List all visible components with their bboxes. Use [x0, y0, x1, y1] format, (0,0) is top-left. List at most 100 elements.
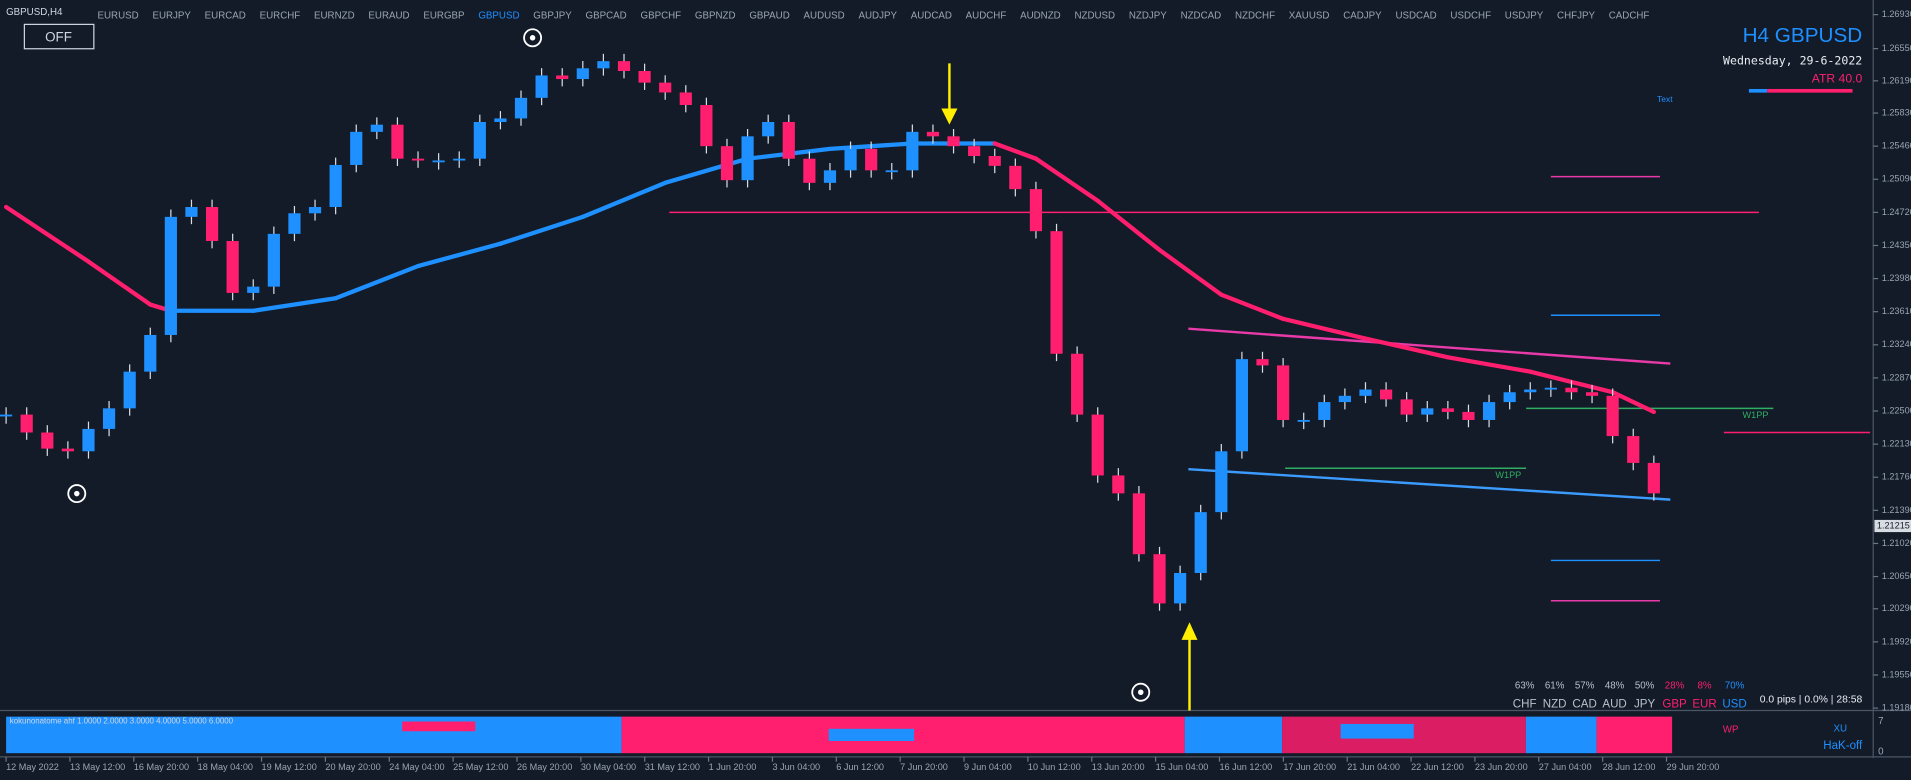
off-label[interactable]: OFF — [45, 29, 72, 44]
candle — [1277, 365, 1290, 420]
symbol-tab[interactable]: GBPNZD — [695, 10, 736, 21]
y-tick-label: 1.22870 — [1882, 372, 1911, 382]
symbol-tab[interactable]: CADCHF — [1609, 10, 1650, 21]
candle — [1482, 402, 1496, 420]
y-tick-label: 1.25830 — [1882, 107, 1911, 117]
symbol-tab[interactable]: AUDNZD — [1020, 10, 1061, 21]
candle — [1050, 231, 1063, 354]
strength-percent: 50% — [1635, 681, 1655, 692]
arrows — [941, 63, 1198, 711]
symbol-tab[interactable]: EURCHF — [260, 10, 301, 21]
x-tick-label: 28 Jun 12:00 — [1603, 762, 1656, 772]
candle — [247, 286, 260, 293]
candle — [823, 170, 837, 183]
symbol-tab[interactable]: EURUSD — [98, 10, 139, 21]
x-tick-label: 1 Jun 20:00 — [709, 762, 757, 772]
candle — [453, 158, 466, 161]
candle — [1256, 359, 1269, 366]
y-tick-label: 1.25090 — [1882, 174, 1911, 184]
candle — [41, 432, 54, 449]
text-label: Text — [1657, 94, 1673, 104]
symbol-tab[interactable]: AUDJPY — [858, 10, 897, 21]
symbol-tab[interactable]: CADJPY — [1343, 10, 1382, 21]
symbol-tab[interactable]: CHFJPY — [1557, 10, 1595, 21]
x-tick-label: 13 Jun 20:00 — [1092, 762, 1145, 772]
candle — [1647, 462, 1660, 494]
ma-segment — [663, 156, 750, 185]
strength-percent: 48% — [1605, 681, 1625, 692]
ma-segment — [3, 204, 91, 264]
y-tick-label: 1.26550 — [1882, 43, 1911, 53]
x-tick-label: 13 May 12:00 — [70, 762, 125, 772]
x-tick-label: 22 Jun 12:00 — [1411, 762, 1464, 772]
symbol-tab[interactable]: EURJPY — [152, 10, 191, 21]
candle — [1009, 165, 1022, 190]
symbol-tab[interactable]: USDJPY — [1505, 10, 1544, 21]
y-tick-label: 1.22500 — [1882, 405, 1911, 415]
y-tick-label: 1.20290 — [1882, 603, 1911, 613]
candle — [679, 92, 692, 105]
indicator-ymax: 7 — [1878, 716, 1883, 727]
symbol-tab[interactable]: USDCAD — [1395, 10, 1436, 21]
symbol-tab[interactable]: XAUUSD — [1289, 10, 1330, 21]
symbol-tab[interactable]: AUDUSD — [804, 10, 845, 21]
symbol-tab[interactable]: GBPCHF — [641, 10, 682, 21]
x-tick-label: 19 May 12:00 — [262, 762, 317, 772]
x-tick-label: 6 Jun 12:00 — [836, 762, 884, 772]
x-tick-label: 16 May 20:00 — [134, 762, 189, 772]
symbol-tab[interactable]: GBPCAD — [586, 10, 627, 21]
strength-currency: EUR — [1692, 699, 1716, 711]
candle — [762, 122, 775, 137]
symbol-tab[interactable]: NZDCAD — [1181, 10, 1222, 21]
heading: H4 GBPUSD — [1743, 24, 1863, 47]
x-tick-label: 21 Jun 04:00 — [1347, 762, 1400, 772]
off-button[interactable] — [23, 23, 95, 50]
strength-currency: JPY — [1634, 699, 1655, 711]
strength-percent: 61% — [1545, 681, 1565, 692]
ma-segment — [992, 141, 1039, 161]
candle — [1194, 512, 1207, 573]
symbol-tab[interactable]: EURCAD — [205, 10, 246, 21]
symbol-tab[interactable]: NZDCHF — [1235, 10, 1275, 21]
x-tick-label: 12 May 2022 — [6, 762, 59, 772]
y-tick-label: 1.22130 — [1882, 439, 1911, 449]
candle — [1565, 387, 1578, 393]
x-tick-label: 10 Jun 12:00 — [1028, 762, 1081, 772]
candle — [164, 216, 177, 335]
x-tick-label: 16 Jun 12:00 — [1219, 762, 1272, 772]
symbol-tab[interactable]: USDCHF — [1450, 10, 1491, 21]
x-tick-label: 25 May 12:00 — [453, 762, 508, 772]
date: Wednesday, 29-6-2022 — [1723, 53, 1862, 67]
candle — [844, 148, 857, 171]
candle — [1112, 475, 1125, 494]
symbol-tab[interactable]: GBPUSD — [478, 10, 519, 21]
x-tick-label: 3 Jun 04:00 — [772, 762, 820, 772]
candle — [1235, 359, 1248, 452]
y-tick-label: 1.19180 — [1882, 703, 1911, 713]
candle — [988, 156, 1001, 166]
symbol-tab[interactable]: GBPJPY — [533, 10, 572, 21]
candle — [885, 170, 898, 173]
ma-segment — [333, 263, 421, 301]
candle — [0, 414, 13, 417]
symbol-tab[interactable]: NZDUSD — [1074, 10, 1115, 21]
symbol-tab[interactable]: GBPAUD — [749, 10, 789, 21]
candle — [1071, 353, 1084, 415]
candle — [1544, 387, 1557, 390]
atr-bar — [1748, 88, 1768, 93]
strength-percent: 70% — [1725, 681, 1745, 692]
symbol-tab[interactable]: NZDJPY — [1129, 10, 1167, 21]
x-tick-label: 17 Jun 20:00 — [1283, 762, 1336, 772]
symbol-tab[interactable]: AUDCAD — [911, 10, 952, 21]
candle — [432, 160, 445, 163]
y-tick-label: 1.21390 — [1882, 505, 1911, 515]
symbol-tab[interactable]: AUDCHF — [966, 10, 1007, 21]
ma-segment — [1033, 156, 1100, 203]
atr: ATR 40.0 — [1812, 71, 1863, 85]
candle — [1338, 395, 1351, 403]
y-tick-label: 1.19920 — [1882, 636, 1911, 646]
symbol-tab[interactable]: EURAUD — [368, 10, 409, 21]
symbol-tab[interactable]: EURGBP — [423, 10, 464, 21]
symbol-tab[interactable]: EURNZD — [314, 10, 355, 21]
